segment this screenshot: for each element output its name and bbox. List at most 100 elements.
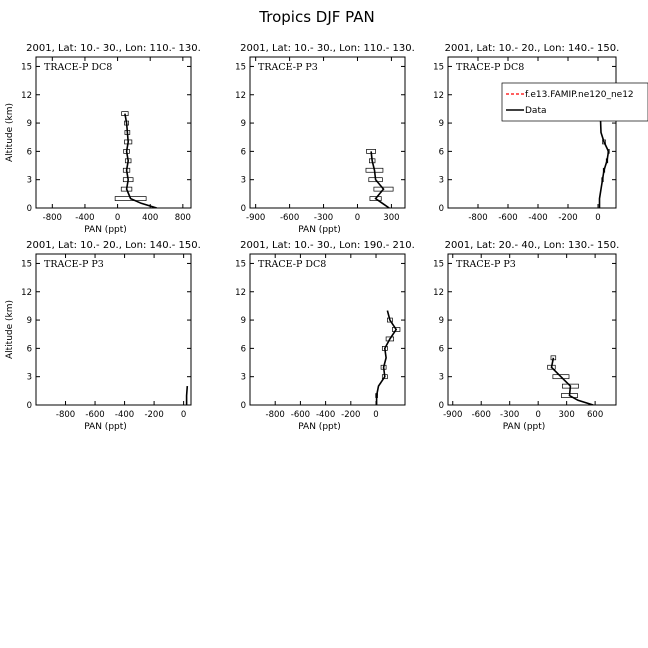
data-layer — [375, 310, 401, 405]
data-profile-line — [550, 357, 594, 405]
panel-6: 2001, Lat: 20.- 40., Lon: 130.- 150. 0 3 6 9… — [433, 240, 619, 432]
y-tick-label: 12 — [235, 288, 246, 298]
data-profile-line — [370, 151, 390, 208]
x-tick-label: -300 — [500, 410, 519, 420]
error-bar — [552, 374, 570, 380]
y-tick-label: 6 — [241, 147, 246, 157]
y-tick-label: 9 — [439, 316, 444, 326]
error-bar — [114, 196, 147, 201]
data-profile-line — [375, 310, 398, 405]
x-tick-label: 0 — [115, 213, 120, 223]
legend: f.e13.FAMIP.ne120_ne12 Data — [501, 82, 648, 122]
data-layer — [185, 386, 189, 405]
panel-5: 2001, Lat: 10.- 30., Lon: 190.- 210. 0 3 6 9… — [235, 240, 415, 432]
y-tick-label: 9 — [27, 316, 32, 326]
x-tick-label: 0 — [595, 213, 600, 223]
x-tick-label: -200 — [144, 410, 163, 420]
plot-frame — [249, 56, 406, 209]
panel-subtitle: 2001, Lat: 20.- 40., Lon: 130.- 150. — [445, 240, 620, 251]
x-tick-label: -800 — [43, 213, 62, 223]
x-axis-label: PAN (ppt) — [84, 422, 127, 432]
campaign-label: TRACE-P P3 — [258, 62, 318, 73]
x-tick-label: -300 — [314, 213, 333, 223]
data-layer — [598, 113, 610, 208]
y-tick-label: 0 — [27, 401, 32, 411]
y-tick-label: 9 — [27, 119, 32, 129]
error-bar — [385, 336, 395, 342]
error-bar — [373, 186, 394, 192]
y-tick-label: 0 — [241, 401, 246, 411]
x-tick-label: -900 — [443, 410, 462, 420]
y-tick-label: 3 — [241, 373, 246, 383]
panel-1: 2001, Lat: 10.- 30., Lon: 110.- 130. 0 3 6 9… — [5, 43, 201, 235]
data-profile-line — [185, 386, 189, 405]
panel-subtitle: 2001, Lat: 10.- 30., Lon: 110.- 130. — [240, 43, 415, 54]
x-tick-label: -600 — [472, 410, 491, 420]
x-tick-label: -200 — [341, 410, 360, 420]
data-layer — [365, 149, 394, 208]
y-tick-label: 3 — [27, 373, 32, 383]
y-tick-label: 9 — [241, 119, 246, 129]
x-axis-label: PAN (ppt) — [298, 422, 341, 432]
y-tick-label: 9 — [439, 119, 444, 129]
data-profile-line — [124, 113, 157, 208]
data-profile-line — [598, 113, 610, 208]
campaign-label: TRACE-P DC8 — [258, 259, 326, 270]
campaign-label: TRACE-P DC8 — [456, 62, 524, 73]
error-bar — [369, 196, 382, 201]
plot-frame — [249, 253, 406, 406]
plot-frame — [447, 56, 617, 209]
y-tick-label: 6 — [27, 147, 32, 157]
y-tick-label: 6 — [439, 344, 444, 354]
y-tick-label: 15 — [433, 62, 444, 72]
x-tick-label: -200 — [558, 213, 577, 223]
x-tick-label: -900 — [246, 213, 265, 223]
x-axis-label: PAN (ppt) — [84, 225, 127, 235]
x-tick-label: -400 — [75, 213, 94, 223]
x-tick-label: -600 — [291, 410, 310, 420]
y-tick-label: 6 — [27, 344, 32, 354]
y-tick-label: 3 — [439, 176, 444, 186]
y-tick-label: 15 — [21, 259, 32, 269]
panel-4: 2001, Lat: 10.- 20., Lon: 140.- 150. 0 3 6 9… — [5, 240, 201, 432]
x-tick-label: 0 — [373, 410, 378, 420]
y-tick-label: 12 — [21, 91, 32, 101]
plot-frame — [447, 253, 617, 406]
x-tick-label: 300 — [383, 213, 399, 223]
x-tick-label: 0 — [535, 410, 540, 420]
y-tick-label: 12 — [433, 288, 444, 298]
legend-model-label: f.e13.FAMIP.ne120_ne12 — [525, 90, 634, 100]
y-tick-label: 0 — [439, 204, 444, 214]
y-tick-label: 3 — [241, 176, 246, 186]
panel-subtitle: 2001, Lat: 10.- 30., Lon: 110.- 130. — [26, 43, 201, 54]
x-tick-label: -800 — [266, 410, 285, 420]
panel-subtitle: 2001, Lat: 10.- 20., Lon: 140.- 150. — [445, 43, 620, 54]
data-layer — [547, 355, 594, 405]
figure-title: Tropics DJF PAN — [258, 8, 374, 26]
y-tick-label: 6 — [439, 147, 444, 157]
panel-subtitle: 2001, Lat: 10.- 30., Lon: 190.- 210. — [240, 240, 415, 251]
x-tick-label: 0 — [355, 213, 360, 223]
y-tick-label: 15 — [235, 259, 246, 269]
x-tick-label: 0 — [181, 410, 186, 420]
x-axis-label: PAN (ppt) — [298, 225, 341, 235]
campaign-label: TRACE-P P3 — [456, 259, 516, 270]
panel-2: 2001, Lat: 10.- 30., Lon: 110.- 130. 0 3 6 9… — [235, 43, 415, 235]
x-tick-label: -600 — [85, 410, 104, 420]
y-tick-label: 15 — [235, 62, 246, 72]
y-axis-label: Altitude (km) — [5, 103, 15, 162]
x-tick-label: -400 — [316, 410, 335, 420]
x-tick-label: -400 — [115, 410, 134, 420]
panel-3: 2001, Lat: 10.- 20., Lon: 140.- 150. 0 3 6 9… — [433, 43, 619, 223]
y-tick-label: 3 — [27, 176, 32, 186]
x-tick-label: -600 — [280, 213, 299, 223]
x-tick-label: 800 — [175, 213, 191, 223]
y-tick-label: 0 — [27, 204, 32, 214]
x-tick-label: -800 — [468, 213, 487, 223]
x-tick-label: 300 — [559, 410, 575, 420]
panels-group: 2001, Lat: 10.- 30., Lon: 110.- 130. 0 3 6 9… — [5, 43, 648, 432]
legend-box — [501, 82, 648, 122]
y-tick-label: 9 — [241, 316, 246, 326]
y-tick-label: 0 — [439, 401, 444, 411]
